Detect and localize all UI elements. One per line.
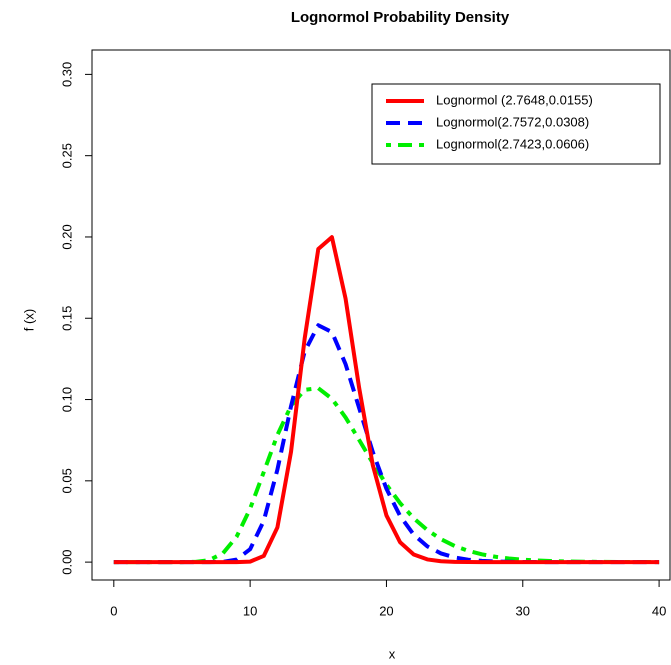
legend-label: Lognormol (2.7648,0.0155)	[436, 92, 593, 107]
y-tick-label: 0.05	[59, 468, 74, 493]
x-tick-label: 10	[243, 603, 257, 618]
legend-label: Lognormol(2.7423,0.0606)	[436, 136, 589, 151]
plot-frame	[91, 49, 671, 581]
y-axis-label: f (x)	[21, 309, 36, 331]
series-line	[113, 386, 660, 565]
chart-title: Lognormol Probability Density	[291, 9, 510, 26]
x-tick-label: 30	[516, 603, 530, 618]
series-line	[113, 323, 660, 565]
x-tick-label: 40	[652, 603, 666, 618]
series-line	[113, 235, 660, 565]
legend-label: Lognormol(2.7572,0.0308)	[436, 114, 589, 129]
y-tick-label: 0.15	[59, 306, 74, 331]
y-tick-label: 0.25	[59, 143, 74, 168]
y-tick-label: 0.20	[59, 224, 74, 249]
x-tick-label: 20	[379, 603, 393, 618]
x-tick-label: 0	[110, 603, 117, 618]
y-tick-label: 0.00	[59, 549, 74, 574]
y-tick-label: 0.10	[59, 387, 74, 412]
x-axis-label: x	[389, 646, 396, 661]
y-tick-label: 0.30	[59, 62, 74, 87]
